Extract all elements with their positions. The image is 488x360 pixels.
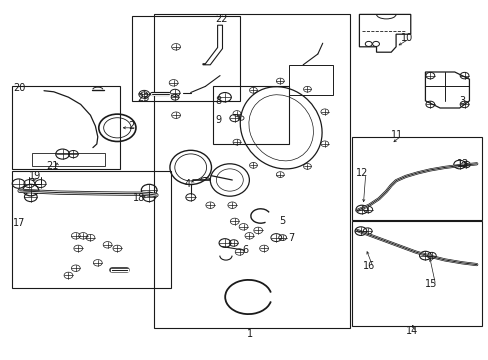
Bar: [351, 221, 481, 326]
Text: 15: 15: [425, 279, 437, 289]
Text: 1: 1: [246, 329, 253, 339]
Text: 16: 16: [362, 261, 374, 271]
Text: 22: 22: [215, 14, 227, 24]
Bar: [288, 65, 332, 95]
Text: 5: 5: [278, 216, 285, 226]
Text: 2: 2: [128, 121, 134, 131]
Bar: [212, 86, 288, 144]
Text: 4: 4: [184, 179, 191, 189]
Bar: [351, 137, 481, 220]
Text: 12: 12: [355, 168, 367, 178]
Bar: [32, 153, 105, 166]
Text: 13: 13: [456, 159, 468, 169]
Text: 20: 20: [13, 83, 25, 93]
Text: 14: 14: [405, 326, 417, 336]
Text: 6: 6: [242, 245, 248, 255]
Bar: [154, 14, 349, 328]
Bar: [132, 16, 239, 101]
Text: 21: 21: [46, 161, 59, 171]
Text: 18: 18: [133, 193, 145, 203]
Bar: [12, 171, 171, 288]
Text: 19: 19: [29, 171, 41, 181]
Text: 23: 23: [137, 93, 149, 103]
Text: 10: 10: [400, 33, 412, 43]
Text: 7: 7: [288, 233, 294, 243]
Bar: [12, 86, 120, 169]
Text: 8: 8: [215, 96, 221, 106]
Text: 9: 9: [215, 115, 221, 125]
Text: 17: 17: [13, 218, 25, 228]
Text: 11: 11: [390, 130, 403, 140]
Text: 3: 3: [459, 96, 465, 106]
